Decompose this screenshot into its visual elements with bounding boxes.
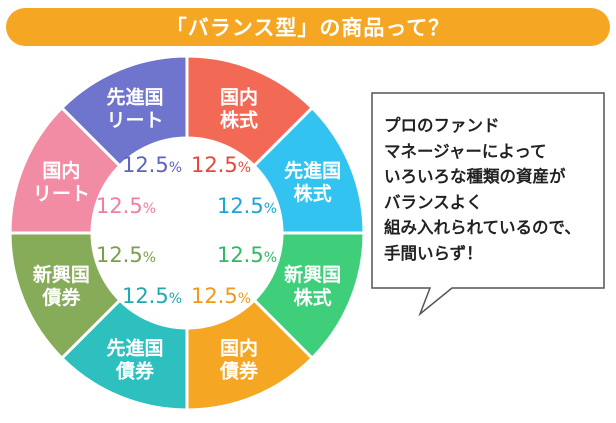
slice-value-label: 12.5% (191, 153, 251, 177)
slice-label: 先進国リート (106, 85, 163, 131)
speech-bubble-text: プロのファンド マネージャーによって いろいろな種類の資産が バランスよく 組み… (384, 113, 608, 266)
slice-label: 国内株式 (220, 85, 258, 131)
slice-value-label: 12.5% (122, 284, 182, 308)
slice-value-label: 12.5% (191, 284, 251, 308)
slice-value-label: 12.5% (217, 194, 277, 218)
slice-label: 先進国債券 (106, 337, 163, 383)
slice-value-label: 12.5% (217, 243, 277, 267)
slice-label: 国内債券 (219, 337, 259, 383)
slice-label: 国内リート (33, 159, 90, 205)
slice-label: 先進国株式 (284, 159, 341, 205)
bubble-line: 組み入れられているので、 (384, 218, 581, 237)
bubble-line: 手間いらず！ (384, 243, 483, 263)
slice-value-label: 12.5% (96, 243, 156, 267)
bubble-line: プロのファンド (384, 116, 500, 135)
donut-slice (59, 54, 189, 168)
slice-label: 新興国株式 (284, 263, 341, 309)
page-title: 「バランス型」の商品って？ (165, 16, 451, 40)
bubble-line: バランスよく (384, 192, 483, 212)
slice-value-label: 12.5% (96, 194, 156, 218)
speech-bubble (371, 92, 605, 317)
bubble-line: いろいろな種類の資産が (384, 167, 566, 186)
title-banner: 「バランス型」の商品って？ (6, 8, 610, 46)
slice-value-label: 12.5% (122, 153, 182, 177)
slice-label: 新興国債券 (33, 263, 90, 309)
bubble-line: マネージャーによって (384, 141, 547, 161)
